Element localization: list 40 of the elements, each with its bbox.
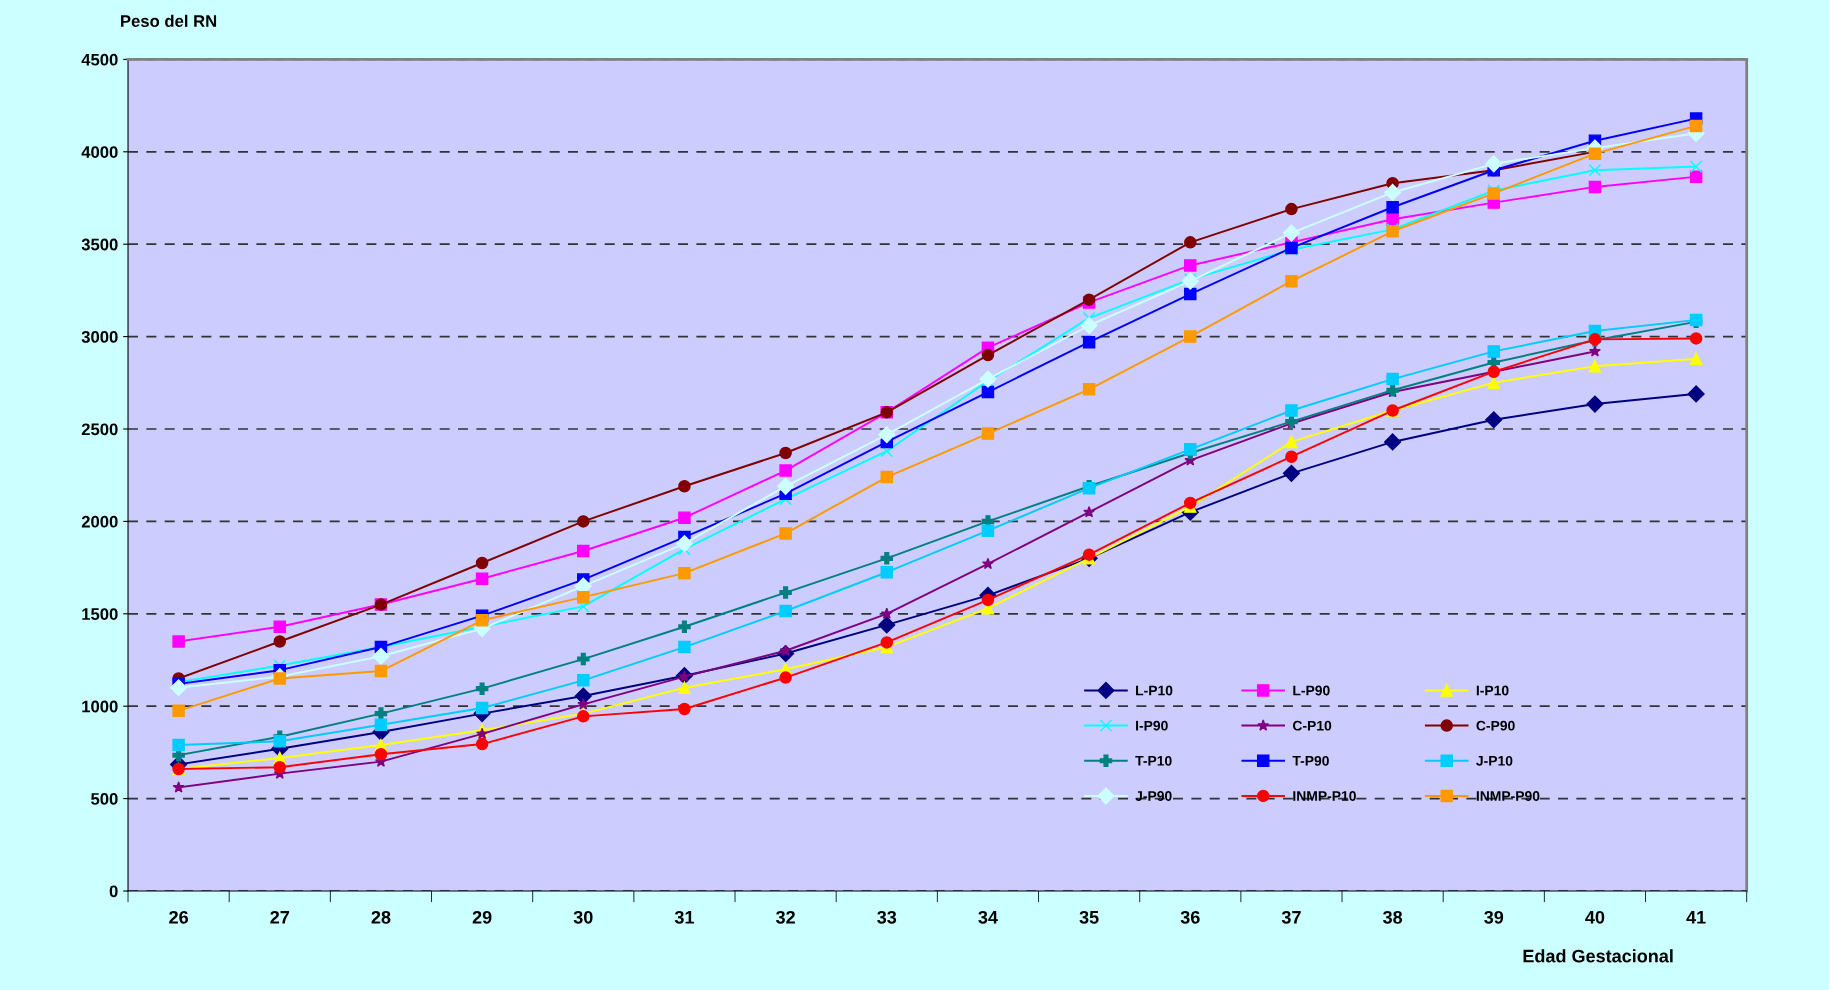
legend-label: L-P90 bbox=[1293, 685, 1330, 696]
x-tick-label: 28 bbox=[371, 910, 391, 924]
y-tick-label: 3500 bbox=[81, 238, 118, 251]
x-tick-label: 29 bbox=[472, 910, 492, 924]
x-tick-label: 37 bbox=[1281, 910, 1301, 924]
y-tick-label: 4000 bbox=[81, 146, 118, 158]
x-tick-label: 40 bbox=[1585, 910, 1605, 924]
y-tick-label: 3000 bbox=[81, 331, 118, 343]
legend-label: INMP-P10 bbox=[1293, 791, 1356, 801]
y-tick-label: 0 bbox=[109, 885, 118, 898]
x-tick-label: 26 bbox=[169, 910, 188, 924]
y-tick-label: 1000 bbox=[82, 700, 118, 713]
legend-label: J-P10 bbox=[1476, 755, 1513, 766]
x-tick-label: 32 bbox=[775, 910, 795, 924]
x-tick-label: 31 bbox=[674, 910, 694, 924]
legend-label: T-P10 bbox=[1135, 755, 1172, 766]
x-tick-label: 33 bbox=[877, 910, 897, 924]
legend-label: T-P90 bbox=[1292, 755, 1329, 766]
y-tick-label: 4500 bbox=[81, 53, 118, 66]
x-tick-label: 36 bbox=[1180, 910, 1200, 924]
x-tick-label: 41 bbox=[1686, 911, 1706, 924]
x-tick-label: 35 bbox=[1079, 910, 1099, 924]
x-axis-title: Edad Gestacional bbox=[1523, 949, 1673, 963]
legend-label: I-P10 bbox=[1476, 685, 1509, 696]
x-tick-label: 30 bbox=[573, 910, 593, 924]
y-axis-title: Peso del RN bbox=[121, 14, 217, 27]
x-tick-label: 39 bbox=[1484, 910, 1504, 924]
y-tick-label: 500 bbox=[91, 793, 118, 805]
x-tick-label: 38 bbox=[1382, 910, 1403, 924]
legend-label: J-P90 bbox=[1135, 791, 1172, 801]
legend-label: L-P10 bbox=[1136, 685, 1173, 696]
legend-label: C-P90 bbox=[1476, 720, 1515, 731]
legend-label: I-P90 bbox=[1136, 720, 1168, 731]
legend-label: C-P10 bbox=[1292, 720, 1332, 731]
x-tick-label: 34 bbox=[978, 910, 998, 924]
y-tick-label: 1500 bbox=[82, 608, 118, 620]
legend-label: INMP-P90 bbox=[1476, 791, 1540, 801]
y-tick-label: 2000 bbox=[81, 515, 118, 528]
x-tick-label: 27 bbox=[270, 910, 290, 924]
y-tick-label: 2500 bbox=[81, 423, 118, 436]
